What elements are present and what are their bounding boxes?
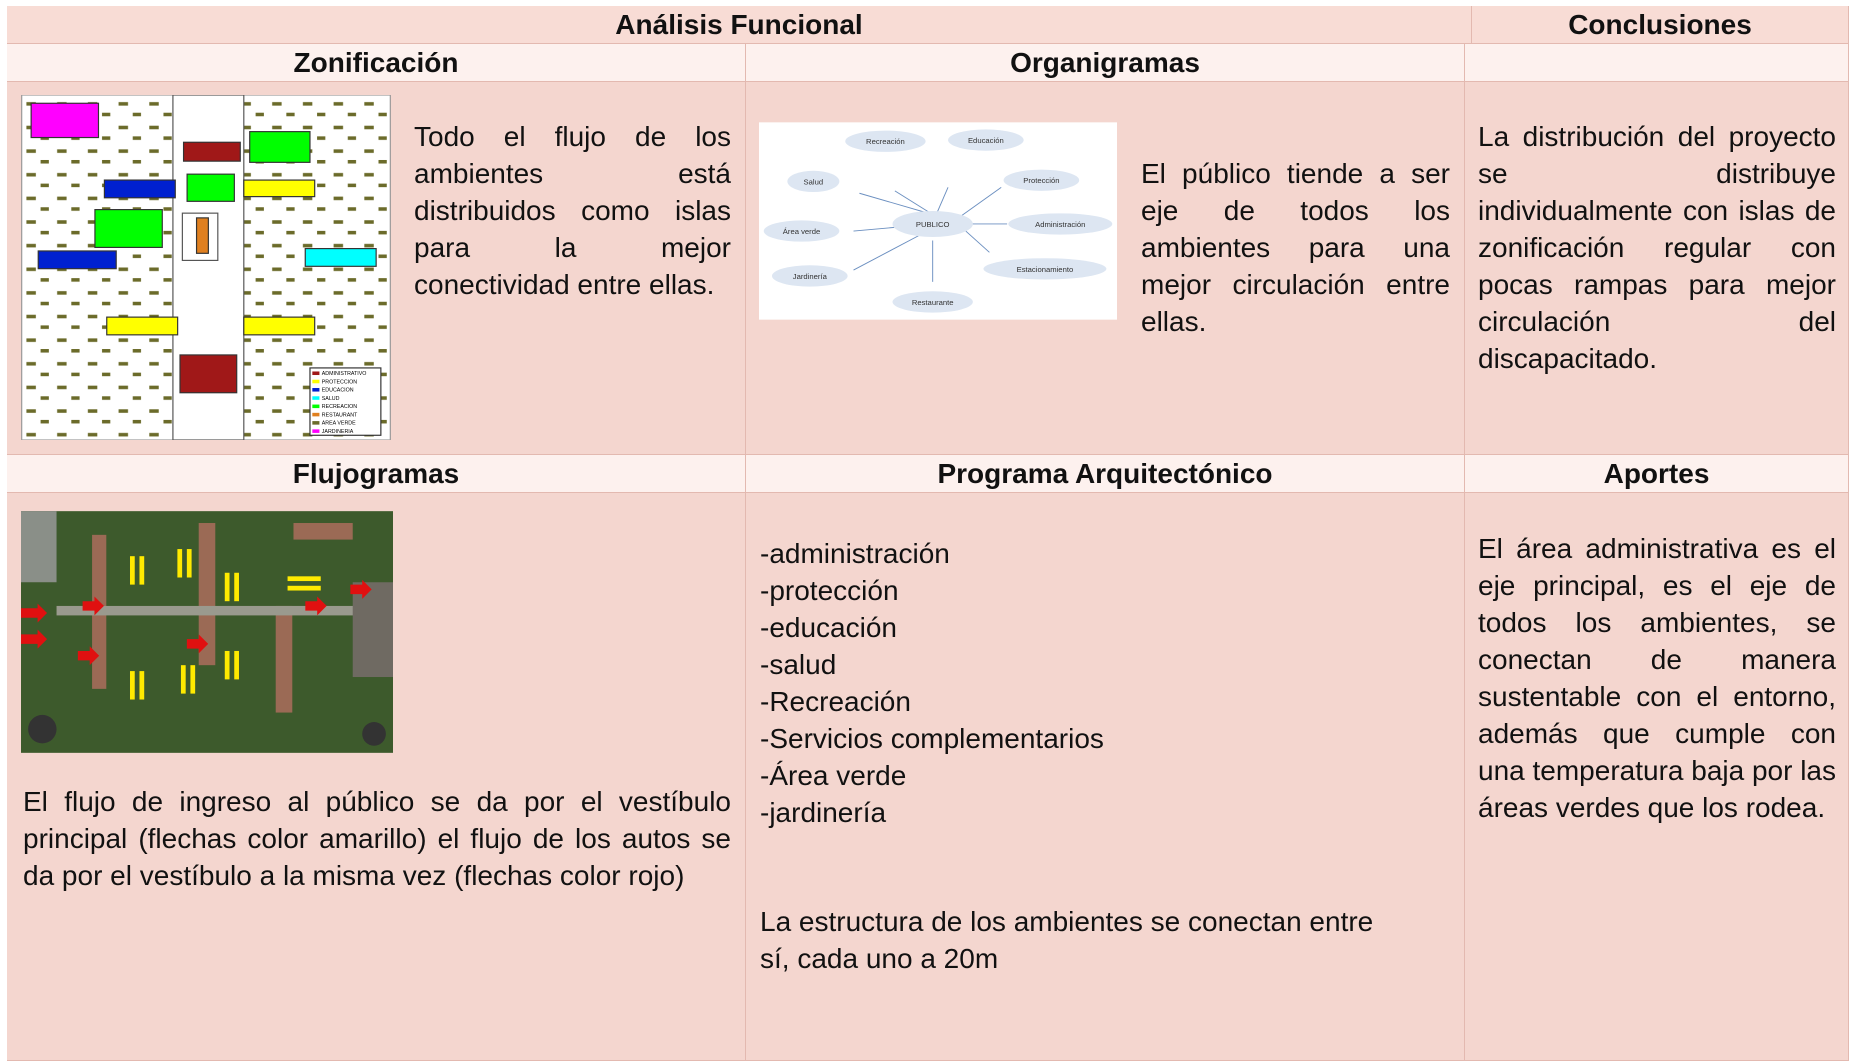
header-cell: Conclusiones xyxy=(1472,6,1849,44)
section-title: Programa Arquitectónico xyxy=(937,458,1273,489)
node-label: Protección xyxy=(1023,176,1059,185)
legend-label: ADMINISTRATIVO xyxy=(322,371,367,377)
paragraph: El público tiende a ser eje de todos los… xyxy=(1141,158,1450,337)
legend-label: AREA VERDE xyxy=(322,421,356,427)
section-header: Zonificación xyxy=(7,44,746,82)
node-label: Educación xyxy=(968,136,1004,145)
list-item: -educación xyxy=(760,612,897,643)
header-cell: Análisis Funcional xyxy=(7,6,1472,44)
legend: ADMINISTRATIVO PROTECCION EDUCACION SALU… xyxy=(312,371,366,435)
node-label: Jardinería xyxy=(793,272,828,281)
header-title: Análisis Funcional xyxy=(615,9,863,40)
paragraph: El área administrativa es el eje princip… xyxy=(1478,533,1836,823)
legend-label: PROTECCION xyxy=(322,379,357,385)
paragraph: La estructura de los ambientes se conect… xyxy=(760,906,1374,974)
node-label: Área verde xyxy=(783,227,820,236)
node-label: Estacionamiento xyxy=(1017,265,1074,274)
list-item: -protección xyxy=(760,575,899,606)
legend-label: EDUCACION xyxy=(322,388,354,394)
cell: Recreación Educación Salud Protección PU… xyxy=(746,82,1465,455)
list-item: -Servicios complementarios xyxy=(760,723,1104,754)
paragraph: La distribución del proyecto se distribu… xyxy=(1478,121,1836,374)
legend-label: JARDINERIA xyxy=(322,429,354,435)
section-title: Flujogramas xyxy=(292,458,460,489)
list-item: -Área verde xyxy=(760,760,907,791)
paragraph: El flujo de ingreso al público se da por… xyxy=(23,786,731,891)
list-item: -administración xyxy=(760,538,950,569)
cell: -administración -protección -educación -sal… xyxy=(746,493,1465,1061)
cell: La distribución del proyecto se distribu… xyxy=(1465,82,1849,455)
cell: El área administrativa es el eje princip… xyxy=(1465,493,1849,1061)
node-label: Recreación xyxy=(866,137,905,146)
legend-label: RESTAURANT xyxy=(322,412,358,418)
list-item: -jardinería xyxy=(760,797,887,828)
section-title: Aportes xyxy=(1603,458,1710,489)
section-header: Flujogramas xyxy=(7,455,746,493)
aerial-photo xyxy=(21,511,393,753)
node-label: PUBLICO xyxy=(916,220,950,229)
section-header: Programa Arquitectónico xyxy=(746,455,1465,493)
header-title: Conclusiones xyxy=(1568,9,1752,40)
cell: El flujo de ingreso al público se da por… xyxy=(7,493,746,1061)
list-item: -Recreación xyxy=(760,686,911,717)
legend-label: RECREACION xyxy=(322,404,357,410)
zoning-map: ADMINISTRATIVO PROTECCION EDUCACION SALU… xyxy=(21,95,391,440)
organigram: Recreación Educación Salud Protección PU… xyxy=(759,122,1117,320)
node-label: Salud xyxy=(804,177,824,186)
node-label: Administración xyxy=(1035,220,1085,229)
legend-label: SALUD xyxy=(322,396,340,402)
section-title: Organigramas xyxy=(1010,47,1200,78)
cell: ADMINISTRATIVO PROTECCION EDUCACION SALU… xyxy=(7,82,746,455)
list-item: -salud xyxy=(760,649,837,680)
paragraph: Todo el flujo de los ambientes está dist… xyxy=(414,121,731,300)
section-title: Zonificación xyxy=(293,47,459,78)
program-list: -administración -protección -educación -sal… xyxy=(760,535,1104,831)
node-label: Restaurante xyxy=(912,298,954,307)
section-header: Organigramas xyxy=(746,44,1465,82)
section-header xyxy=(1465,44,1849,82)
section-header: Aportes xyxy=(1465,455,1849,493)
